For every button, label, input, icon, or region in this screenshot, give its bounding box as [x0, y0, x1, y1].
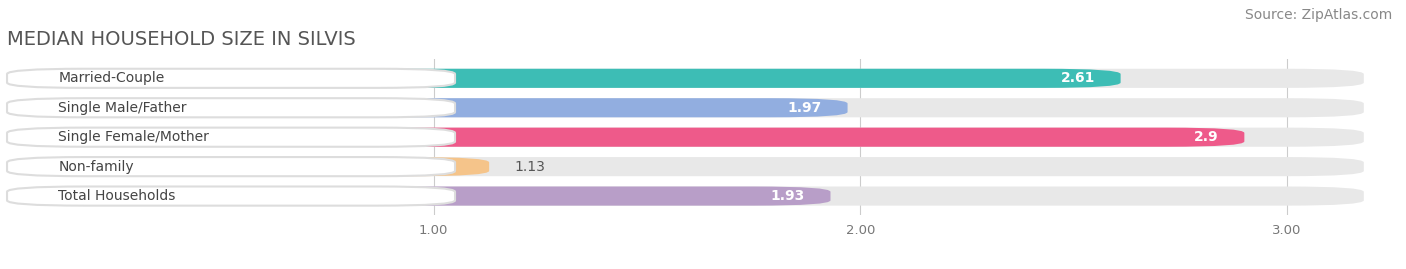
Text: Source: ZipAtlas.com: Source: ZipAtlas.com: [1244, 8, 1392, 22]
FancyBboxPatch shape: [7, 157, 1364, 176]
FancyBboxPatch shape: [7, 186, 831, 206]
FancyBboxPatch shape: [7, 98, 848, 117]
FancyBboxPatch shape: [7, 157, 456, 176]
Text: 2.9: 2.9: [1194, 130, 1219, 144]
Text: MEDIAN HOUSEHOLD SIZE IN SILVIS: MEDIAN HOUSEHOLD SIZE IN SILVIS: [7, 30, 356, 49]
FancyBboxPatch shape: [7, 128, 456, 147]
FancyBboxPatch shape: [7, 128, 1364, 147]
FancyBboxPatch shape: [7, 69, 1364, 88]
Text: 1.93: 1.93: [770, 189, 804, 203]
Text: 2.61: 2.61: [1060, 71, 1095, 85]
FancyBboxPatch shape: [7, 98, 456, 117]
FancyBboxPatch shape: [7, 186, 456, 206]
FancyBboxPatch shape: [7, 157, 489, 176]
Text: Single Male/Father: Single Male/Father: [58, 101, 187, 115]
Text: 1.97: 1.97: [787, 101, 823, 115]
Text: Non-family: Non-family: [58, 160, 134, 174]
FancyBboxPatch shape: [7, 69, 1121, 88]
Text: Total Households: Total Households: [58, 189, 176, 203]
Text: 1.13: 1.13: [515, 160, 546, 174]
FancyBboxPatch shape: [7, 186, 1364, 206]
FancyBboxPatch shape: [7, 128, 1244, 147]
Text: Married-Couple: Married-Couple: [58, 71, 165, 85]
Text: Single Female/Mother: Single Female/Mother: [58, 130, 209, 144]
FancyBboxPatch shape: [7, 69, 456, 88]
FancyBboxPatch shape: [7, 98, 1364, 117]
